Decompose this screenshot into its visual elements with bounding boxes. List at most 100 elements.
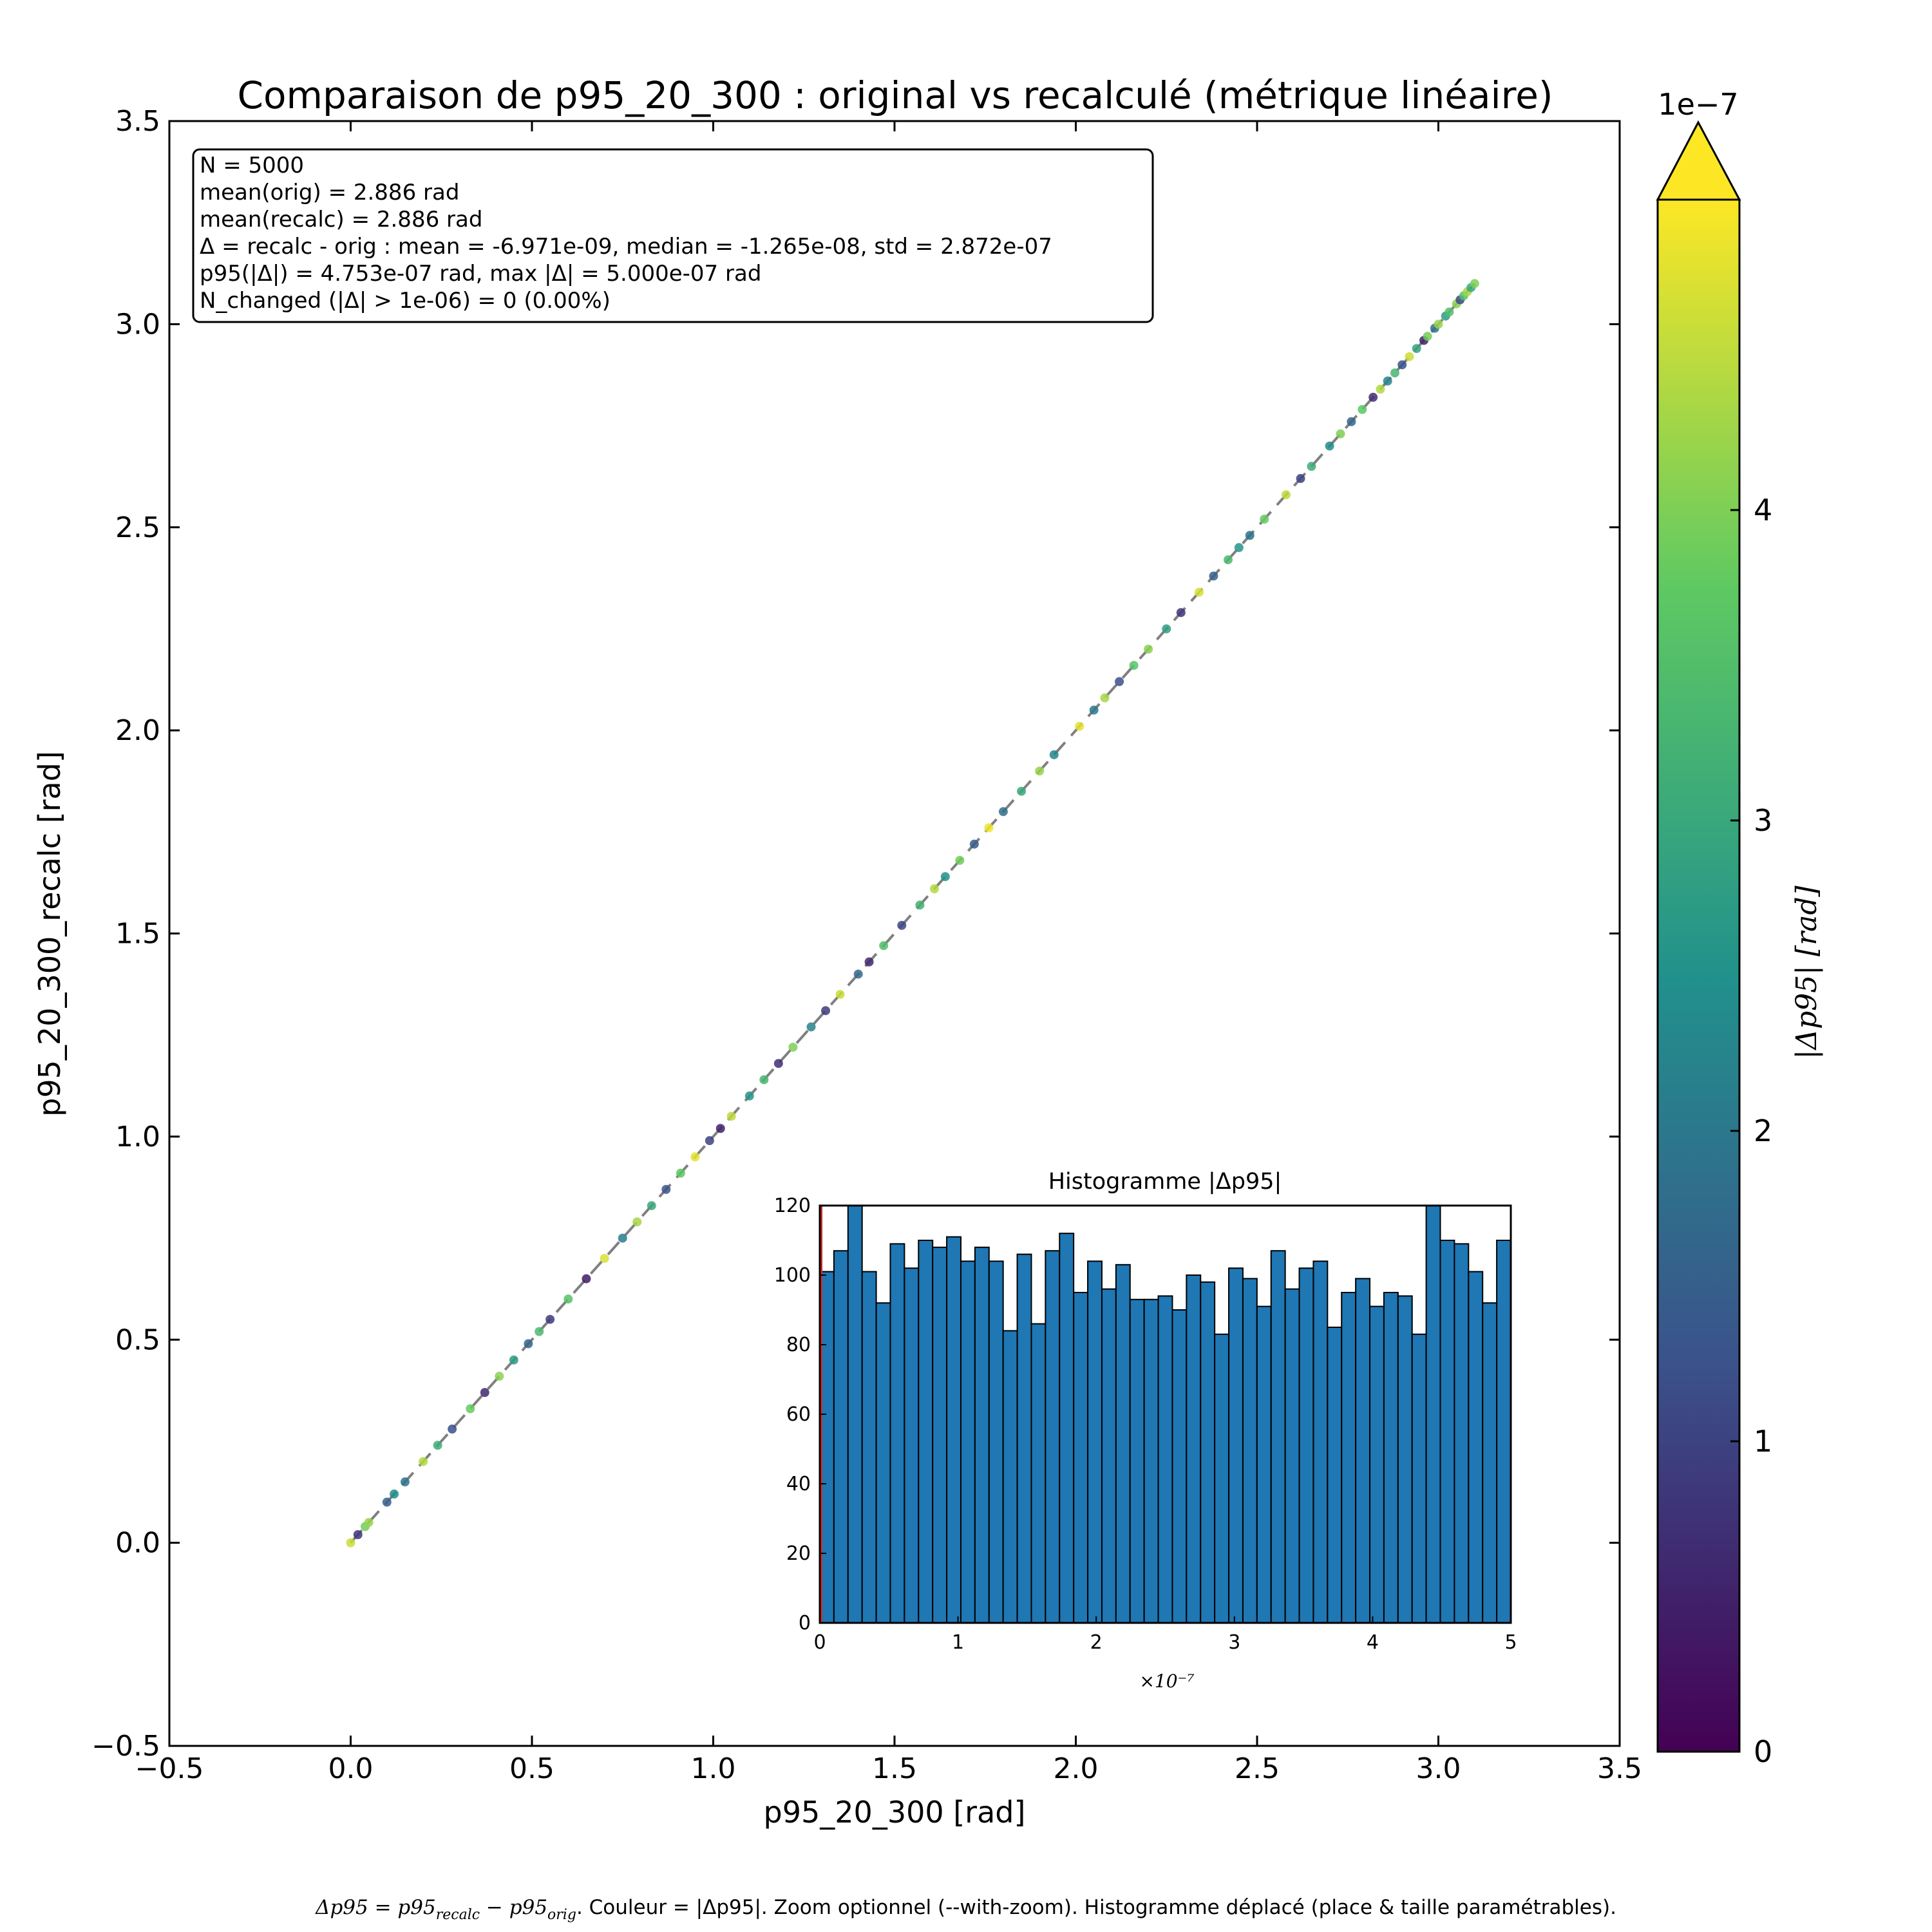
histogram-bar (1200, 1281, 1216, 1624)
y-tick-label: 3.0 (115, 308, 160, 341)
footer-formula-lhs: Δp95 = p95 (315, 1896, 436, 1919)
scatter-point (715, 1124, 725, 1133)
scatter-point (759, 1075, 769, 1084)
scatter-point (400, 1477, 410, 1487)
scatter-point (1129, 661, 1139, 670)
histogram-bar (1341, 1292, 1357, 1624)
scatter-point (1434, 319, 1443, 329)
scatter-point (433, 1441, 442, 1450)
y-tick-label: 1.0 (115, 1121, 160, 1153)
y-tick-label: 2.0 (115, 714, 160, 747)
x-axis-ticks: −0.5 0.0 0.5 1.0 1.5 2.0 2.5 3.0 3.5 (135, 121, 1642, 1785)
histogram-bar (833, 1250, 849, 1624)
histogram-bar (974, 1246, 990, 1624)
scatter-point (969, 839, 979, 849)
scatter-point (1176, 608, 1186, 618)
histogram-x-tick-label: 0 (813, 1631, 826, 1654)
scatter-point (821, 1006, 831, 1016)
scatter-point (600, 1254, 609, 1264)
scatter-point (382, 1497, 392, 1507)
stats-line-mean-orig: mean(orig) = 2.886 rad (200, 180, 459, 205)
histogram-bar (1298, 1267, 1314, 1624)
scatter-point (661, 1184, 671, 1194)
histogram-bar (1270, 1250, 1286, 1624)
scatter-point (1162, 624, 1171, 634)
colorbar-ticks: 0 1 2 3 4 (1730, 493, 1772, 1769)
scatter-point (773, 1059, 783, 1068)
scatter-point (676, 1168, 685, 1178)
histogram-y-ticks: 0 20 40 60 80 100 120 (774, 1195, 826, 1634)
histogram-bar (1143, 1298, 1159, 1624)
scatter-point (1100, 693, 1110, 703)
scatter-point (1115, 677, 1124, 687)
scatter-point (1089, 705, 1099, 715)
scatter-point (984, 823, 994, 833)
scatter-point (1376, 384, 1385, 394)
scatter-point (390, 1489, 399, 1499)
histogram-bar (918, 1240, 934, 1624)
stats-line-p95: p95(|Δ|) = 4.753e-07 rad, max |Δ| = 5.00… (200, 261, 761, 287)
histogram-bar (1397, 1295, 1413, 1624)
histogram-bar (1454, 1243, 1470, 1624)
scatter-point (690, 1152, 700, 1162)
histogram-bar (1369, 1305, 1385, 1624)
histogram-bar (904, 1267, 920, 1624)
y-tick-label: 3.5 (115, 105, 160, 138)
colorbar-tick-label: 0 (1754, 1734, 1772, 1769)
scatter-point (940, 872, 950, 882)
histogram-y-tick-label: 120 (774, 1195, 811, 1217)
scatter-point (929, 884, 939, 894)
histogram-y-tick-label: 0 (799, 1612, 811, 1634)
histogram-bar (1383, 1292, 1399, 1624)
histogram-bar (1411, 1333, 1427, 1624)
x-tick-label: 1.0 (691, 1752, 736, 1785)
histogram-bar (889, 1243, 905, 1624)
histogram-bar (1425, 1205, 1441, 1624)
histogram-x-tick-label: 1 (952, 1631, 964, 1654)
scatter-point (955, 855, 965, 865)
colorbar-extend-arrow (1656, 120, 1741, 201)
x-tick-label: −0.5 (135, 1752, 204, 1785)
colorbar-gradient (1656, 198, 1741, 1753)
histogram-bar (1030, 1323, 1046, 1624)
scatter-point (1368, 392, 1378, 402)
scatter-point (1390, 368, 1399, 378)
scatter-point (448, 1425, 457, 1434)
scatter-point (466, 1404, 475, 1414)
colorbar-tick-label: 3 (1754, 803, 1772, 838)
histogram-bar (960, 1260, 976, 1624)
histogram-x-tick-label: 4 (1367, 1631, 1379, 1654)
y-tick-label: 2.5 (115, 511, 160, 544)
scatter-point (1405, 352, 1414, 361)
x-tick-label: 3.5 (1597, 1752, 1642, 1785)
colorbar-tick-label: 1 (1754, 1424, 1772, 1459)
scatter-point (1470, 279, 1479, 289)
x-tick-label: 2.0 (1054, 1752, 1099, 1785)
scatter-point (564, 1294, 573, 1304)
footer-subscript-orig: orig (547, 1907, 576, 1923)
scatter-point (864, 957, 874, 967)
histogram-bar (1002, 1330, 1018, 1624)
scatter-point (545, 1314, 555, 1324)
scatter-point (915, 900, 925, 910)
histogram-bar (1087, 1260, 1103, 1624)
scatter-point (705, 1136, 714, 1146)
colorbar-tick-label: 4 (1754, 493, 1772, 527)
scatter-point (788, 1043, 798, 1052)
stats-box: N = 5000 mean(orig) = 2.886 rad mean(rec… (192, 148, 1154, 323)
x-tick-label: 1.5 (872, 1752, 917, 1785)
y-tick-label: −0.5 (91, 1730, 160, 1763)
histogram-bar (1157, 1295, 1173, 1624)
histogram-x-tick-label: 3 (1228, 1631, 1240, 1654)
scatter-point (1347, 417, 1356, 426)
histogram-x-tick-label: 2 (1090, 1631, 1103, 1654)
scatter-point (1260, 515, 1269, 524)
histogram-bar (1439, 1240, 1455, 1624)
scatter-point (582, 1274, 591, 1283)
x-tick-label: 2.5 (1235, 1752, 1280, 1785)
x-axis-label: p95_20_300 [rad] (764, 1795, 1026, 1830)
scatter-point (509, 1355, 518, 1365)
histogram-x-tick-label: 5 (1504, 1631, 1517, 1654)
histogram-y-tick-label: 40 (786, 1473, 811, 1495)
